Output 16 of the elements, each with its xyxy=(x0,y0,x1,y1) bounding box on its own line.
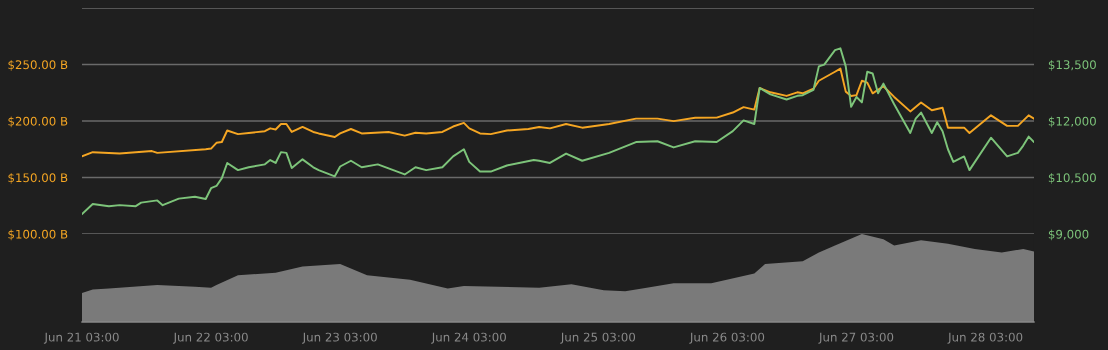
y-tick-label: $100.00 B xyxy=(8,229,68,241)
y-tick-label: $200.00 B xyxy=(8,116,68,128)
y2-tick-label: $9,000 xyxy=(1048,229,1089,241)
y2-tick-label: $13,500 xyxy=(1048,60,1096,71)
y2-tick-label: $10,500 xyxy=(1048,173,1096,184)
y2-tick-label: $12,000 xyxy=(1048,116,1096,128)
x-tick-label: Jun 23 03:00 xyxy=(302,332,377,344)
x-tick-label: Jun 22 03:00 xyxy=(172,332,248,344)
x-tick-label: Jun 27 03:00 xyxy=(818,332,894,344)
x-tick-label: Jun 28 03:00 xyxy=(947,332,1023,344)
x-tick-label: Jun 21 03:00 xyxy=(43,332,119,344)
y-tick-label: $250.00 B xyxy=(8,60,68,71)
x-tick-label: Jun 25 03:00 xyxy=(560,332,636,344)
x-tick-label: Jun 24 03:00 xyxy=(431,332,506,344)
y-tick-label: $150.00 B xyxy=(8,173,68,184)
x-tick-label: Jun 26 03:00 xyxy=(689,332,765,344)
